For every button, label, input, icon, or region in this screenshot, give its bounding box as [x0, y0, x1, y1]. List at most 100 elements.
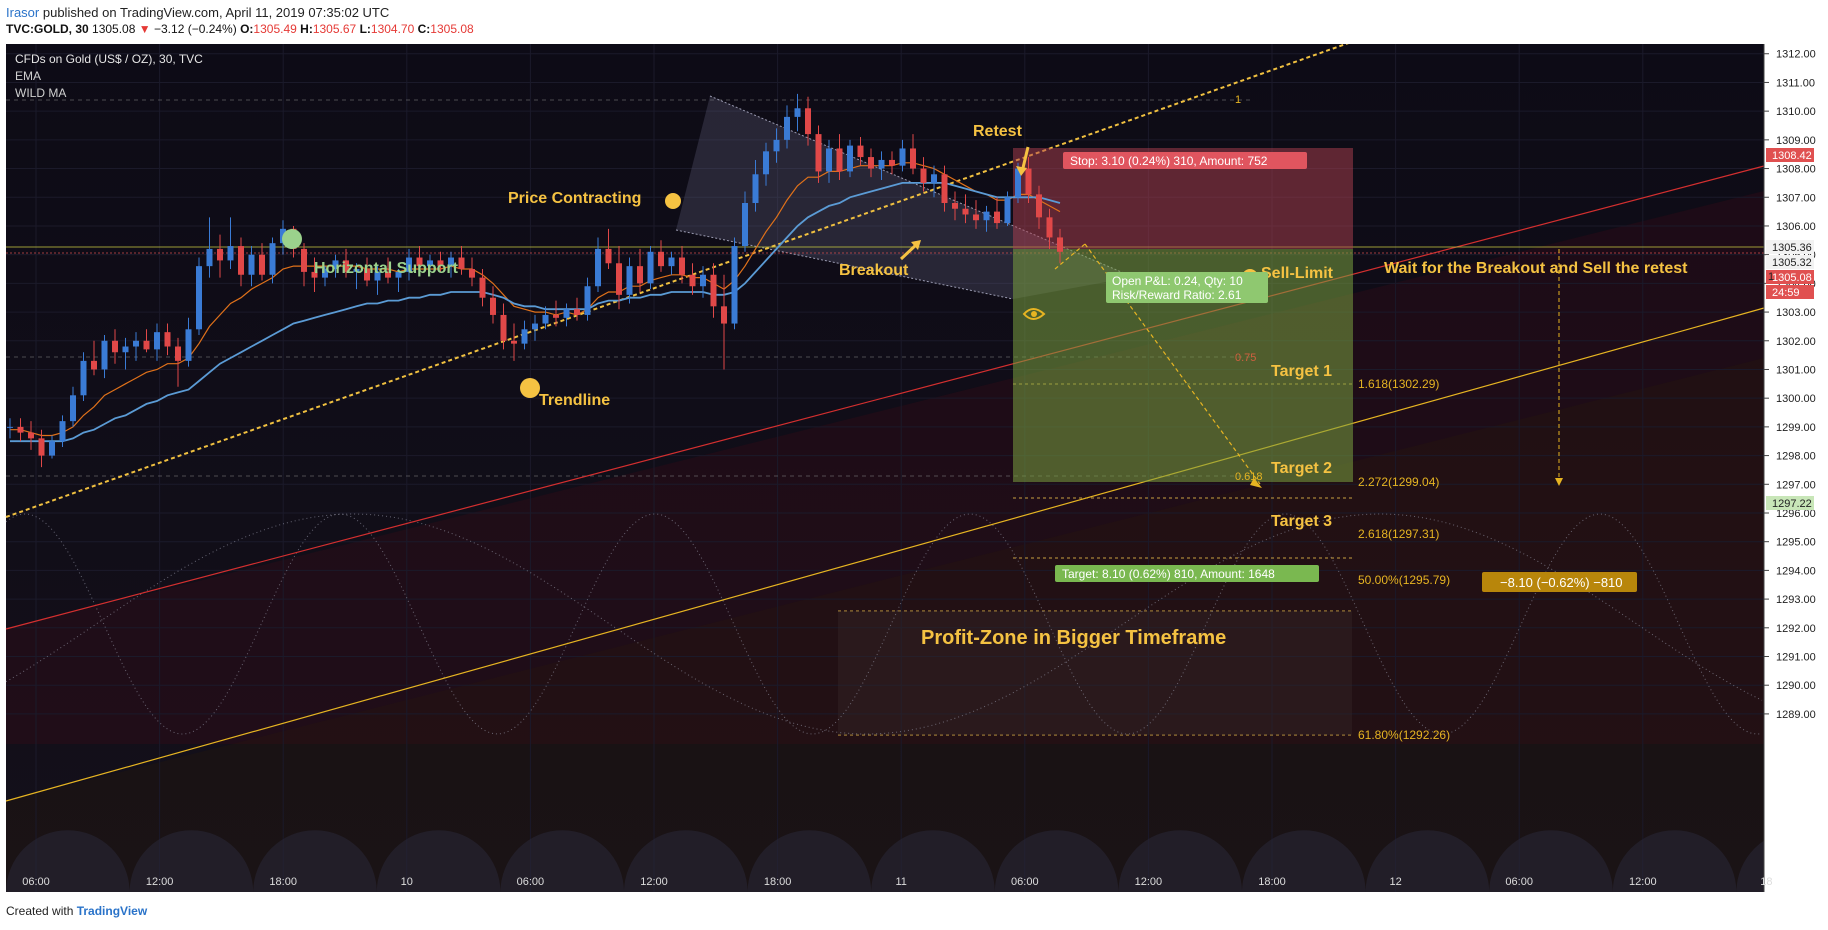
candle-24	[259, 243, 265, 281]
candle-body-25	[269, 243, 276, 275]
candle-body-4	[49, 441, 55, 456]
cycle-arc-2	[253, 830, 377, 892]
breakout-arrow-icon	[899, 242, 919, 261]
eye-icon	[1022, 308, 1046, 320]
candle-body-16	[175, 346, 181, 361]
candle-83	[878, 151, 885, 181]
gold-chart[interactable]: CFDs on Gold (US$ / OZ), 30, TVC EMA WIL…	[0, 44, 1828, 900]
created-with: Created with	[6, 904, 74, 918]
y-tick-12: 1301.00	[1776, 364, 1816, 376]
candle-64	[679, 246, 685, 284]
candle-48	[511, 323, 517, 361]
author-link[interactable]: Irasor	[6, 5, 40, 20]
fib-2618: 2.618(1297.31)	[1358, 527, 1439, 541]
price-label-2: 1305.32	[1772, 257, 1812, 269]
x-tick-4: 06:00	[517, 876, 545, 888]
y-tick-18: 1307.00	[1776, 192, 1816, 204]
change-arrow-icon: ▼	[138, 22, 151, 36]
measure-label: −8.10 (−0.62%) −810	[1500, 575, 1623, 590]
candle-5	[59, 415, 66, 447]
red-channel-line	[5, 165, 1765, 630]
y-tick-22: 1311.00	[1776, 77, 1815, 89]
cycle-arc-7	[871, 830, 995, 892]
price-label-3: 1305.08	[1772, 272, 1812, 284]
eye-pupil-icon	[1031, 311, 1037, 317]
trendline-label: Trendline	[539, 392, 610, 409]
cycle-arc-8	[994, 830, 1119, 892]
cycle-wave-large	[5, 513, 1763, 735]
legend-ema: EMA	[15, 69, 41, 83]
candle-78	[826, 139, 832, 183]
trendline	[5, 44, 1349, 518]
candle-7	[80, 352, 87, 402]
retest-label: Retest	[973, 123, 1023, 140]
candle-13	[143, 329, 150, 353]
x-tick-5: 12:00	[640, 876, 668, 888]
candle-body-37	[395, 271, 402, 278]
candle-body-94	[994, 211, 1000, 224]
stop-label-box	[1063, 152, 1307, 169]
y-tick-17: 1306.00	[1776, 221, 1816, 233]
y-tick-4: 1293.00	[1776, 594, 1816, 606]
candle-55	[584, 277, 591, 321]
candle-body-85	[899, 148, 906, 166]
candle-75	[794, 93, 801, 132]
candle-body-80	[847, 145, 853, 172]
candle-49	[521, 320, 528, 350]
candle-body-82	[868, 157, 874, 169]
candle-body-78	[826, 148, 832, 172]
candle-38	[406, 248, 412, 281]
candle-body-54	[574, 309, 580, 315]
candle-57	[605, 228, 612, 270]
candle-body-3	[38, 438, 45, 456]
candle-body-33	[353, 269, 360, 272]
low-label: L:	[359, 22, 371, 36]
candle-35	[374, 266, 381, 295]
cycle-wave-mid	[5, 513, 1763, 735]
candle-81	[857, 136, 864, 166]
price-axis[interactable]	[1764, 44, 1828, 892]
candle-body-31	[332, 260, 339, 270]
candle-body-15	[164, 332, 171, 347]
price-contracting-label: Price Contracting	[508, 190, 641, 207]
target-label-box	[1055, 565, 1319, 582]
candle-body-75	[794, 108, 801, 117]
candle-body-39	[416, 257, 423, 267]
candle-body-66	[700, 274, 706, 287]
candle-79	[836, 134, 843, 181]
candle-91	[962, 194, 969, 224]
candle-body-58	[616, 263, 622, 295]
candle-15	[164, 323, 171, 356]
cycle-arc-3	[376, 830, 501, 892]
candle-body-73	[773, 139, 780, 152]
target-label: Target: 8.10 (0.62%) 810, Amount: 1648	[1062, 567, 1275, 581]
candle-67	[710, 263, 717, 318]
candle-90	[952, 191, 958, 221]
candle-92	[973, 200, 979, 229]
candle-59	[626, 257, 633, 304]
candle-37	[395, 269, 402, 292]
legend-wild-ma: WILD MA	[15, 86, 66, 100]
candle-body-47	[500, 314, 507, 341]
candle-body-30	[322, 269, 328, 278]
price-label-1: 1305.36	[1772, 242, 1812, 254]
y-tick-3: 1292.00	[1776, 623, 1816, 635]
candle-8	[91, 340, 97, 376]
trendline-marker	[520, 378, 540, 398]
x-tick-0: 06:00	[22, 876, 50, 888]
candle-1	[17, 418, 24, 442]
x-tick-8: 06:00	[1011, 876, 1039, 888]
time-ticks[interactable]: 06:00 12:00 18:00 10 06:00 12:00 18:00 11 06:00 1…	[22, 876, 1772, 888]
candle-body-8	[91, 360, 97, 370]
tradingview-logo[interactable]: TradingView	[76, 904, 148, 918]
candle-100	[1057, 228, 1063, 264]
cycle-arc-5	[624, 830, 748, 892]
candle-body-7	[80, 360, 87, 396]
candle-42	[448, 251, 454, 278]
price-label-box-1	[1766, 240, 1814, 254]
y-tick-20: 1309.00	[1776, 135, 1816, 147]
fib-50: 50.00%(1295.79)	[1358, 573, 1450, 587]
contracting-marker	[665, 193, 681, 209]
candle-6	[70, 386, 76, 427]
fib-1618: 1.618(1302.29)	[1358, 377, 1439, 391]
